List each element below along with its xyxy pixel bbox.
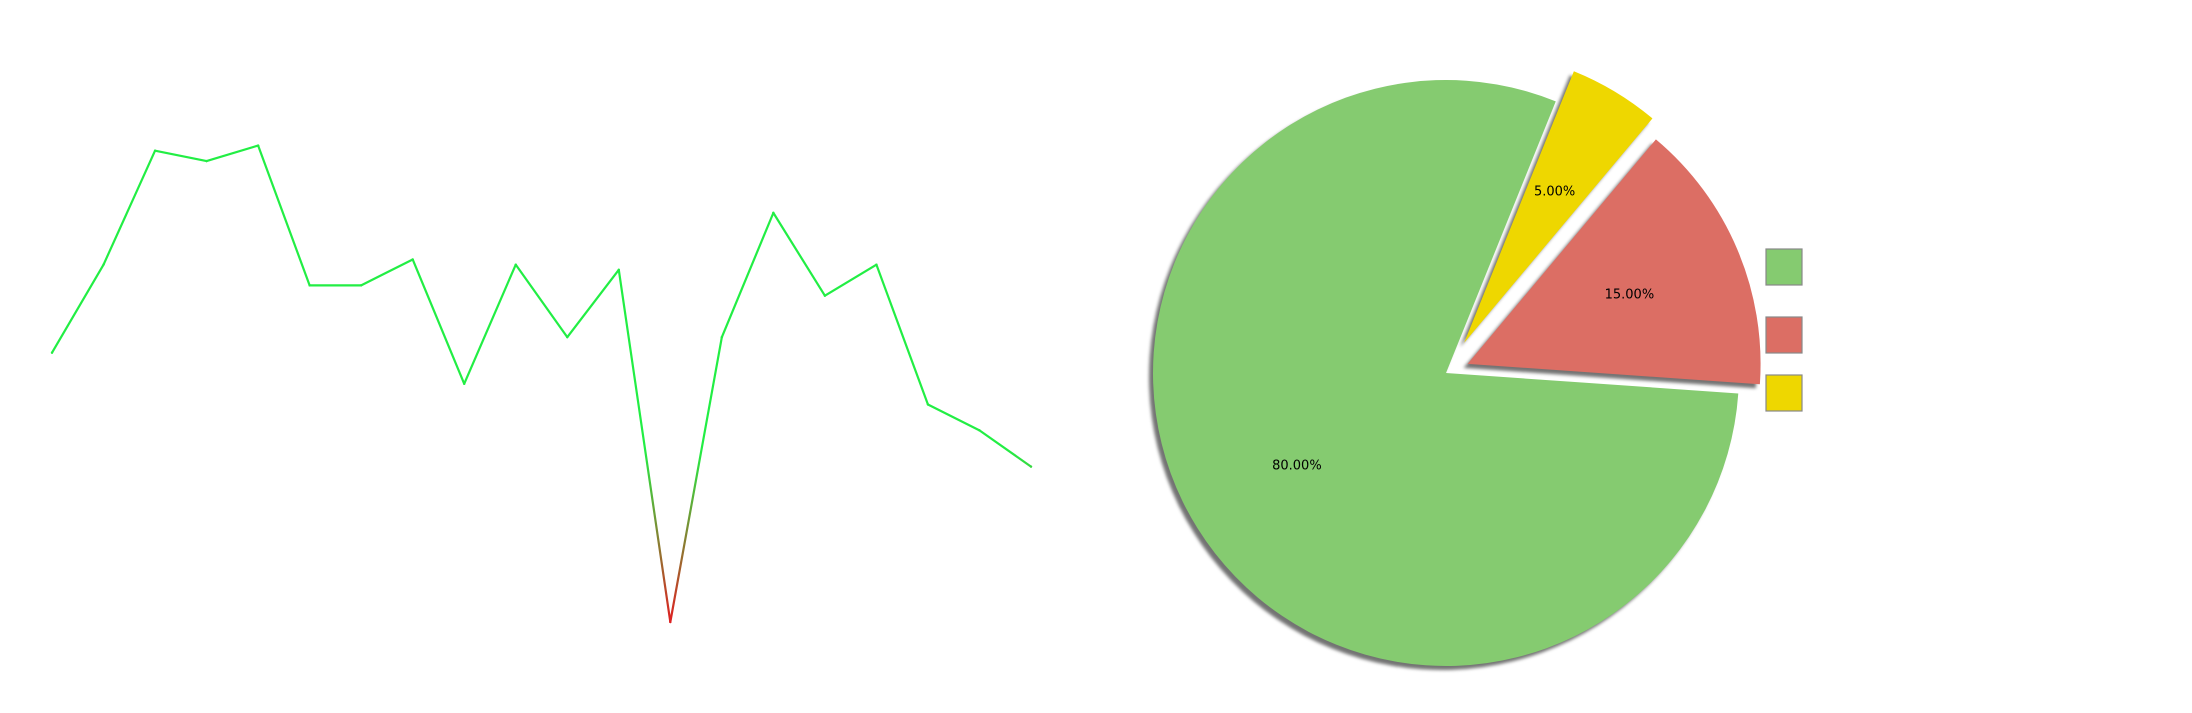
line-segment-9 — [514, 263, 569, 339]
pie-legend — [1765, 248, 1803, 412]
pie-label-0: 80.00% — [1272, 459, 1322, 474]
line-segment-1 — [102, 149, 157, 266]
legend-swatch-1 — [1765, 316, 1803, 354]
line-point-4 — [256, 144, 260, 147]
legend-swatch-0 — [1765, 248, 1803, 286]
line-segment-2 — [153, 149, 208, 163]
line-point-5 — [308, 284, 311, 287]
line-segment-3 — [205, 144, 260, 163]
line-point-11 — [617, 268, 620, 272]
line-chart — [50, 144, 1033, 624]
line-point-1 — [102, 263, 105, 266]
line-point-16 — [875, 263, 878, 266]
line-point-17 — [926, 403, 930, 406]
line-segment-12 — [669, 336, 723, 624]
pie-labels: 80.00% 15.00% 5.00% — [1272, 185, 1654, 474]
line-point-14 — [772, 211, 775, 215]
line-point-18 — [978, 429, 981, 432]
line-point-15 — [823, 294, 827, 297]
line-segment-6 — [360, 258, 414, 287]
line-point-13 — [720, 335, 724, 339]
line-segment-18 — [978, 429, 1033, 468]
line-point-10 — [566, 335, 569, 339]
legend-swatch-2 — [1765, 374, 1803, 412]
pie-slice-0 — [1152, 79, 1739, 666]
line-point-9 — [514, 263, 517, 266]
line-point-12 — [669, 620, 672, 624]
line-point-19 — [1029, 465, 1033, 468]
line-point-8 — [463, 382, 466, 385]
pie-slice-2 — [1464, 71, 1653, 343]
line-segment-17 — [926, 403, 981, 432]
line-point-7 — [411, 258, 414, 261]
pie-chart: 80.00% 15.00% 5.00% — [1148, 71, 1761, 670]
line-point-2 — [153, 149, 157, 152]
pie-label-1: 15.00% — [1605, 288, 1655, 303]
line-point-6 — [359, 284, 363, 287]
line-segment-13 — [720, 211, 775, 339]
line-point-3 — [205, 159, 208, 163]
line-segment-14 — [772, 211, 826, 297]
line-segment-15 — [823, 263, 878, 297]
line-segment-11 — [617, 268, 672, 624]
line-segment-10 — [566, 268, 620, 339]
line-segment-8 — [463, 263, 517, 385]
line-point-0 — [50, 351, 54, 354]
line-segment-7 — [411, 258, 466, 385]
pie-slices — [1152, 71, 1761, 666]
line-segment-16 — [875, 263, 930, 406]
pie-label-2: 5.00% — [1534, 185, 1575, 200]
line-segment-4 — [257, 144, 311, 287]
line-segment-0 — [50, 263, 105, 354]
pie-slice-1 — [1467, 139, 1761, 385]
